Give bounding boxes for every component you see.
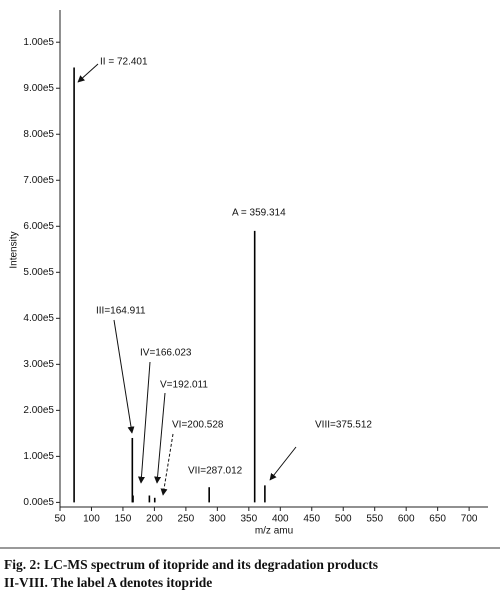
- x-tick-label: 600: [398, 514, 415, 525]
- annotation: VI=200.528: [172, 420, 224, 431]
- x-tick-label: 500: [335, 514, 352, 525]
- y-tick-label: 9.00e5: [23, 83, 54, 94]
- annotation: II = 72.401: [100, 57, 148, 68]
- annotation: III=164.911: [96, 306, 146, 317]
- y-tick-label: 4.00e5: [23, 313, 54, 324]
- caption-line: II-VIII. The label A denotes itopride: [4, 575, 212, 590]
- y-tick-label: 6.00e5: [23, 221, 54, 232]
- y-tick-label: 3.00e5: [23, 359, 54, 370]
- annotation: VII=287.012: [188, 466, 243, 477]
- x-tick-label: 50: [54, 514, 66, 525]
- x-tick-label: 400: [272, 514, 289, 525]
- x-tick-label: 300: [209, 514, 226, 525]
- x-tick-label: 350: [240, 514, 257, 525]
- y-tick-label: 1.00e5: [23, 37, 54, 48]
- x-tick-label: 150: [115, 514, 132, 525]
- annotation-arrow: [113, 319, 135, 434]
- x-axis-label: m/z amu: [255, 526, 293, 537]
- annotation-arrow: [77, 63, 99, 83]
- annotation: IV=166.023: [140, 348, 192, 359]
- y-tick-label: 7.00e5: [23, 175, 54, 186]
- x-tick-label: 100: [83, 514, 100, 525]
- annotation: A = 359.314: [232, 208, 286, 219]
- annotation: VIII=375.512: [315, 420, 372, 431]
- y-tick-label: 5.00e5: [23, 267, 54, 278]
- y-tick-label: 2.00e5: [23, 405, 54, 416]
- annotation: V=192.011: [160, 380, 208, 391]
- x-tick-label: 450: [303, 514, 320, 525]
- annotation-arrow: [160, 433, 174, 496]
- annotation-arrow: [154, 392, 166, 484]
- caption-line: Fig. 2: LC-MS spectrum of itopride and i…: [4, 557, 378, 572]
- y-tick-label: 8.00e5: [23, 129, 54, 140]
- x-tick-label: 200: [146, 514, 163, 525]
- y-tick-label: 1.00e5: [23, 451, 54, 462]
- x-tick-label: 650: [429, 514, 446, 525]
- annotation-arrow: [137, 361, 151, 484]
- y-axis-label: Intensity: [9, 231, 20, 268]
- y-tick-label: 0.00e5: [23, 497, 54, 508]
- x-tick-label: 550: [366, 514, 383, 525]
- x-tick-label: 700: [461, 514, 478, 525]
- annotation-arrow: [269, 446, 297, 481]
- x-tick-label: 250: [178, 514, 195, 525]
